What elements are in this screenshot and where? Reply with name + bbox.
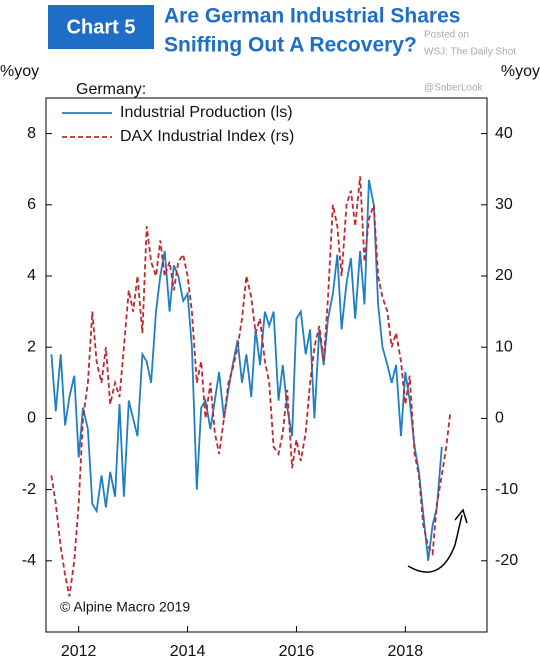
x-tick-label: 2012	[61, 643, 97, 660]
y-tick-label: 4	[27, 267, 36, 284]
x-tick-label: 2018	[388, 643, 424, 660]
y2-axis-label: %yoy	[501, 63, 540, 80]
y-tick-label: 6	[27, 196, 36, 213]
watermark: @SoberLook	[424, 83, 484, 94]
arrow	[407, 514, 463, 573]
series-line	[50, 179, 443, 561]
badge: Chart 5	[67, 16, 136, 38]
source: © Alpine Macro 2019	[60, 599, 190, 615]
y-tick-label: -2	[22, 481, 36, 498]
y-tick-label: 0	[27, 410, 36, 427]
x-tick-label: 2014	[170, 643, 206, 660]
y-tick-label: 8	[27, 125, 36, 142]
legend-label: DAX Industrial Index (rs)	[120, 128, 294, 145]
legend-title: Germany:	[76, 81, 146, 98]
y2-tick-label: 0	[495, 410, 504, 427]
y-axis-label: %yoy	[0, 63, 39, 80]
y2-tick-label: -10	[495, 481, 518, 498]
y2-tick-label: 30	[495, 196, 513, 213]
watermark: WSJ: The Daily Shot	[424, 47, 516, 58]
y-tick-label: 2	[27, 338, 36, 355]
y-tick-label: -4	[22, 552, 36, 569]
x-tick-label: 2016	[279, 643, 315, 660]
legend-label: Industrial Production (ls)	[120, 104, 293, 121]
y2-tick-label: 10	[495, 338, 513, 355]
y2-tick-label: 40	[495, 125, 513, 142]
chart-title-line2: Sniffing Out A Recovery?	[164, 34, 417, 57]
series-line	[50, 176, 452, 597]
chart-title: Are German Industrial Shares	[164, 5, 460, 28]
y2-tick-label: 20	[495, 267, 513, 284]
badge-box	[48, 5, 154, 49]
y2-tick-label: -20	[495, 552, 518, 569]
watermark: Posted on	[424, 30, 469, 41]
arrow-head	[454, 508, 468, 524]
plot-frame	[45, 97, 488, 633]
